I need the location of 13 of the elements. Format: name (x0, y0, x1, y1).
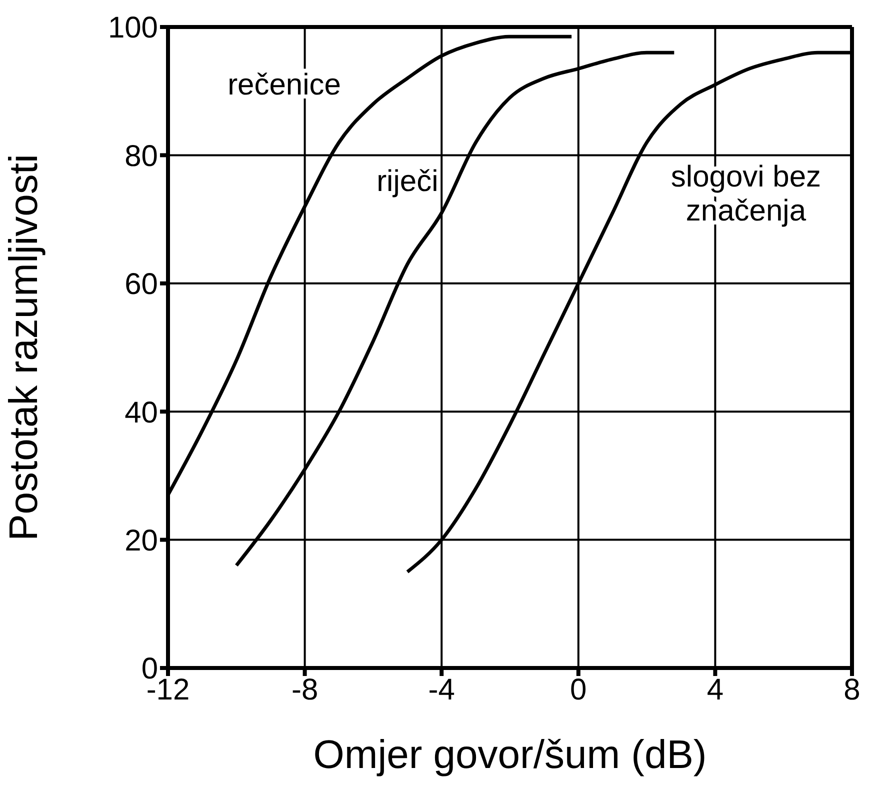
y-tick-label: 40 (124, 396, 158, 430)
y-tick-label: 80 (124, 140, 158, 173)
x-tick-label: -8 (291, 673, 318, 706)
y-tick-label: 100 (108, 12, 158, 45)
y-tick-label: 60 (124, 268, 158, 302)
x-tick-label: 0 (570, 673, 587, 706)
x-tick-label: 8 (844, 673, 860, 706)
y-axis-title: Postotak razumljivosti (2, 154, 46, 541)
x-tick-label: -4 (428, 673, 455, 706)
series-label: riječi (376, 164, 438, 198)
x-tick-label: 4 (706, 673, 724, 706)
x-axis-title: Omjer govor/šum (dB) (313, 733, 707, 777)
y-tick-label: 20 (124, 524, 158, 558)
